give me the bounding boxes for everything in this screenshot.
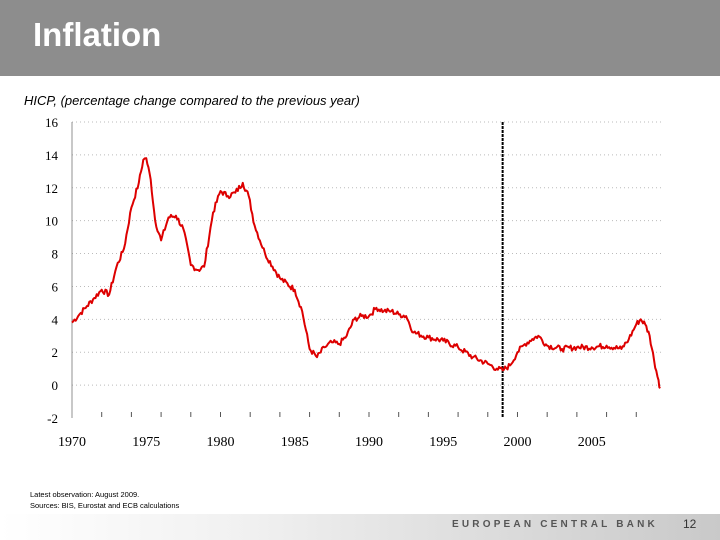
chart-subtitle: HICP, (percentage change compared to the… <box>24 93 360 108</box>
x-tick-label: 1980 <box>206 435 234 450</box>
y-tick-label: -2 <box>47 411 58 426</box>
chart-notes: Latest observation: August 2009. Sources… <box>30 489 179 511</box>
y-tick-label: 6 <box>52 279 59 294</box>
y-tick-label: 4 <box>52 312 59 327</box>
grid-layer <box>72 121 663 386</box>
sources-note: Sources: BIS, Eurostat and ECB calculati… <box>30 501 180 510</box>
y-tick-label: 2 <box>52 345 59 360</box>
x-tick-label: 1985 <box>281 435 309 450</box>
title-bar <box>0 0 720 76</box>
series-layer <box>71 157 661 389</box>
latest-observation-note: Latest observation: August 2009. <box>30 490 140 499</box>
y-tick-label: 10 <box>45 214 58 229</box>
x-tick-label: 1995 <box>429 435 457 450</box>
x-tick-label: 1970 <box>58 435 86 450</box>
series-line-hicp <box>71 157 661 389</box>
slide-title: Inflation <box>33 16 162 53</box>
y-tick-label: 8 <box>52 247 59 262</box>
bank-name: EUROPEAN CENTRAL BANK <box>452 519 658 530</box>
y-tick-label: 0 <box>52 378 59 393</box>
y-tick-label: 14 <box>45 148 59 163</box>
axis-layer: -2 0 2 4 6 8 10 12 14 16 1970 1975 1980 1985 1990 1995 2… <box>45 115 637 450</box>
x-tick-label: 1990 <box>355 435 383 450</box>
footer-bar <box>0 514 720 540</box>
y-tick-label: 16 <box>45 115 59 130</box>
x-tick-label: 1975 <box>132 435 160 450</box>
page-number: 12 <box>683 517 697 531</box>
x-tick-label: 2000 <box>503 435 531 450</box>
x-tick-label: 2005 <box>578 435 606 450</box>
y-tick-label: 12 <box>45 181 58 196</box>
